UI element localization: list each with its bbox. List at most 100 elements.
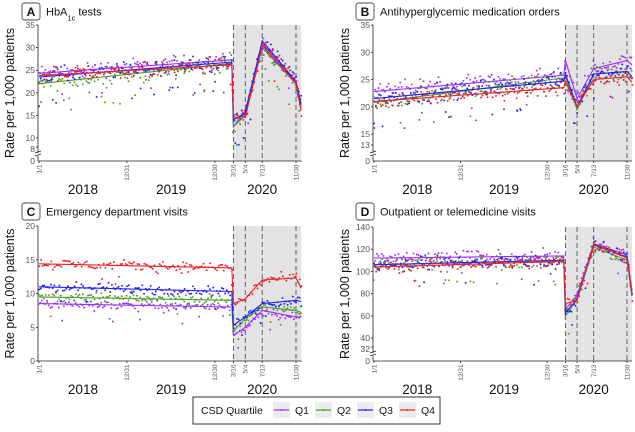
data-point	[38, 265, 41, 268]
data-point	[183, 287, 186, 290]
data-point	[144, 75, 147, 78]
data-point	[436, 101, 439, 104]
data-point	[190, 264, 193, 267]
data-point	[198, 67, 201, 70]
data-point	[200, 67, 203, 70]
data-point	[147, 79, 150, 82]
data-point	[224, 59, 227, 62]
data-point	[574, 99, 577, 102]
data-point	[374, 259, 377, 262]
data-point	[617, 272, 620, 275]
data-point	[223, 57, 226, 60]
data-point	[465, 281, 467, 284]
data-point	[544, 83, 547, 85]
data-point	[161, 64, 164, 67]
data-point	[128, 261, 131, 264]
data-point	[100, 62, 103, 65]
data-point	[212, 67, 215, 70]
data-point	[74, 265, 76, 268]
data-point	[516, 259, 519, 262]
data-point	[484, 79, 487, 82]
data-point	[171, 293, 174, 296]
data-point	[601, 70, 604, 73]
data-point	[423, 93, 426, 96]
data-point	[492, 80, 495, 83]
year-label: 2019	[489, 182, 519, 197]
data-point	[298, 278, 301, 281]
data-point	[491, 96, 494, 99]
data-point	[188, 63, 191, 65]
data-point	[535, 69, 538, 72]
data-point	[631, 77, 634, 80]
data-point	[46, 301, 49, 304]
data-point	[41, 264, 44, 267]
x-tick-label: 11/30	[293, 164, 300, 180]
data-point	[93, 80, 96, 83]
data-point	[165, 65, 168, 68]
data-point	[415, 253, 418, 256]
data-point	[451, 88, 454, 91]
data-point	[529, 256, 532, 259]
data-point	[136, 263, 139, 265]
y-tick-label: 30	[26, 43, 36, 53]
data-point	[188, 70, 191, 73]
y-tick-label: 120	[356, 244, 370, 254]
data-point	[449, 93, 452, 96]
data-point	[295, 75, 298, 78]
data-point	[200, 297, 203, 300]
data-point	[286, 303, 289, 306]
data-point	[117, 275, 120, 278]
data-point	[168, 73, 170, 76]
data-point	[420, 90, 423, 93]
data-point	[539, 263, 542, 266]
data-point	[163, 292, 166, 295]
data-point	[300, 94, 303, 97]
data-point	[222, 315, 225, 318]
data-point	[269, 328, 272, 331]
data-point	[182, 261, 185, 264]
data-point	[65, 260, 68, 262]
data-point	[274, 63, 277, 65]
data-point	[108, 317, 111, 320]
data-point	[188, 263, 191, 266]
data-point	[612, 78, 615, 81]
data-point	[389, 255, 392, 258]
data-point	[134, 94, 137, 97]
data-point	[548, 90, 551, 93]
data-point	[272, 308, 275, 311]
data-point	[506, 92, 509, 95]
data-point	[239, 298, 242, 301]
data-point	[496, 83, 498, 86]
data-point	[504, 88, 507, 90]
data-point	[444, 256, 447, 259]
data-point	[227, 59, 230, 62]
data-point	[469, 78, 472, 81]
data-point	[194, 304, 197, 307]
data-point	[485, 84, 488, 87]
data-point	[430, 102, 432, 104]
y-tick-label: 35	[361, 20, 371, 30]
data-point	[414, 259, 417, 262]
data-point	[481, 264, 484, 267]
data-point	[97, 283, 100, 286]
data-point	[93, 63, 96, 66]
data-point	[203, 89, 206, 91]
data-point	[242, 137, 245, 140]
data-point	[204, 72, 207, 75]
data-point	[104, 289, 107, 292]
data-point	[396, 104, 399, 107]
data-point	[628, 56, 631, 59]
data-point	[499, 87, 502, 90]
data-point	[511, 265, 514, 268]
data-point	[187, 62, 190, 65]
data-point	[606, 80, 609, 83]
data-point	[170, 293, 172, 295]
data-point	[465, 250, 468, 253]
data-point	[552, 256, 555, 259]
data-point	[450, 115, 452, 118]
trend-line-q4	[38, 263, 302, 305]
data-point	[496, 258, 499, 261]
data-point	[247, 319, 250, 322]
data-point	[452, 98, 455, 101]
data-point	[102, 262, 105, 265]
